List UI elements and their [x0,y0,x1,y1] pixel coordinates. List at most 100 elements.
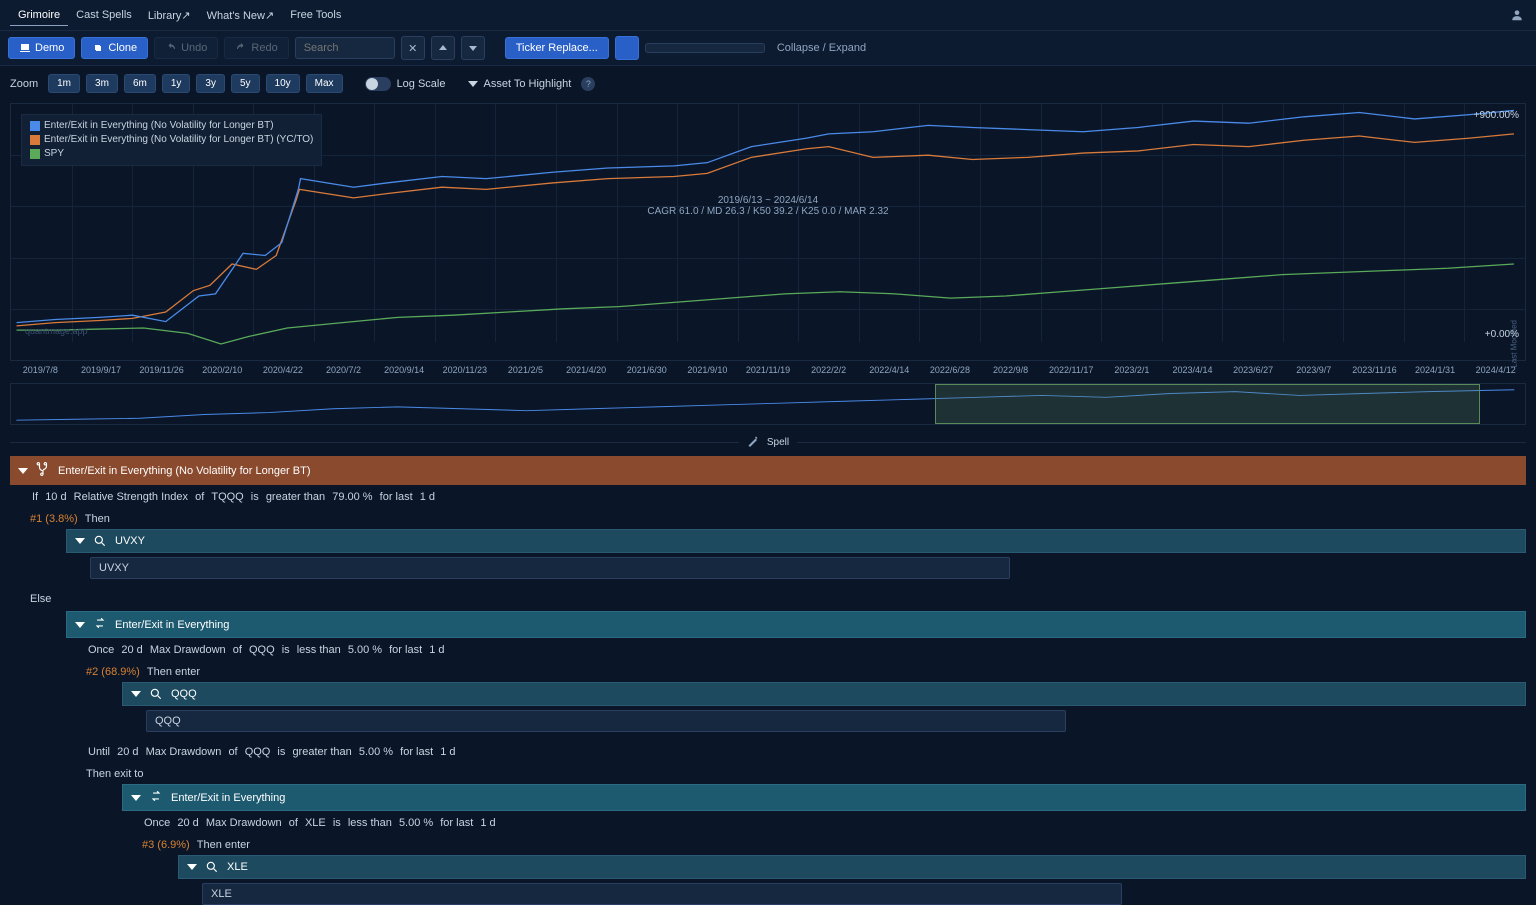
nav-library[interactable]: Library↗ [140,5,199,26]
collapse-icon[interactable] [75,622,85,628]
chart-xaxis: 2019/7/82019/9/172019/11/262020/2/102020… [10,365,1526,375]
zoom-6m[interactable]: 6m [124,74,156,93]
exit-label-text: Then exit to [86,768,143,780]
collapse-icon[interactable] [187,864,197,870]
minimap-selection[interactable] [935,384,1480,424]
collapse-icon[interactable] [131,691,141,697]
nav-free-tools[interactable]: Free Tools [282,5,349,25]
color-swatch[interactable] [615,36,639,60]
clone-label: Clone [108,42,137,54]
xaxis-tick: 2022/11/17 [1041,365,1102,375]
enter-bar-2[interactable]: Enter/Exit in Everything [122,784,1526,811]
log-scale-toggle[interactable] [365,77,391,91]
chart-legend: Enter/Exit in Everything (No Volatility … [21,114,322,166]
condition-3: Until 20 d Max Drawdown of QQQ is greate… [10,740,1526,764]
ticker-bar-qqq-label: QQQ [171,688,197,700]
search-input[interactable] [295,37,395,59]
ticker-input-qqq[interactable] [146,710,1066,732]
condition-token: TQQQ [211,491,243,503]
ticker-input-wrap-uvxy [90,557,1526,579]
collapse-icon[interactable] [75,538,85,544]
xaxis-tick: 2021/11/19 [738,365,799,375]
clone-button[interactable]: Clone [81,37,148,59]
collapse-expand-link[interactable]: Collapse / Expand [777,42,866,54]
ticker-bar-xle[interactable]: XLE [178,855,1526,879]
main-chart[interactable]: Enter/Exit in Everything (No Volatility … [10,103,1526,361]
branch-1-label: #1 (3.8%) Then [10,509,1526,529]
branch-icon [36,462,50,479]
enter-bar-1[interactable]: Enter/Exit in Everything [66,611,1526,638]
xaxis-tick: 2020/7/2 [313,365,374,375]
condition-token: less than [297,644,341,656]
spell-header[interactable]: Enter/Exit in Everything (No Volatility … [10,456,1526,485]
branch-3-tag: #3 (6.9%) [142,839,190,851]
zoom-3m[interactable]: 3m [86,74,118,93]
zoom-label: Zoom [10,78,38,90]
zoom-5y[interactable]: 5y [231,74,260,93]
search-icon[interactable] [93,534,107,548]
zoom-max[interactable]: Max [306,74,343,93]
condition-token: Once [88,644,114,656]
collapse-icon[interactable] [18,468,28,474]
condition-token: QQQ [249,644,275,656]
y-label-top: +900.00% [1474,110,1519,121]
xaxis-tick: 2021/9/10 [677,365,738,375]
condition-token: 5.00 % [359,746,393,758]
spell-title: Enter/Exit in Everything (No Volatility … [58,465,311,477]
zoom-1m[interactable]: 1m [48,74,80,93]
condition-token: 20 d [121,644,142,656]
xaxis-tick: 2022/4/14 [859,365,920,375]
zoom-1y[interactable]: 1y [162,74,191,93]
help-icon[interactable]: ? [581,77,595,91]
legend-item-1: Enter/Exit in Everything (No Volatility … [44,119,274,133]
search-icon[interactable] [205,860,219,874]
ticker-input-wrap-xle [202,883,1526,905]
search-icon[interactable] [149,687,163,701]
ticker-bar-qqq[interactable]: QQQ [122,682,1526,706]
nav-grimoire[interactable]: Grimoire [10,5,68,26]
xaxis-tick: 2022/2/2 [798,365,859,375]
condition-2: Once 20 d Max Drawdown of QQQ is less th… [10,638,1526,662]
branch-2-then: Then enter [147,666,200,678]
legend-item-2: Enter/Exit in Everything (No Volatility … [44,133,313,147]
condition-token: Until [88,746,110,758]
condition-token: Max Drawdown [206,817,282,829]
asset-highlight-dropdown-icon[interactable] [468,81,478,87]
redo-button[interactable]: Redo [224,37,288,59]
nav-cast-spells[interactable]: Cast Spells [68,5,140,25]
highlight-field[interactable] [645,43,765,53]
user-icon[interactable] [1508,6,1526,24]
condition-token: is [282,644,290,656]
ticker-bar-uvxy[interactable]: UVXY [66,529,1526,553]
condition-token: for last [380,491,413,503]
clear-search-button[interactable]: ✕ [401,36,425,60]
demo-button[interactable]: Demo [8,37,75,59]
enter-bar-1-label: Enter/Exit in Everything [115,619,229,631]
else-label: Else [10,587,1526,611]
next-result-button[interactable] [461,36,485,60]
ticker-input-xle[interactable] [202,883,1122,905]
branch-3-label: #3 (6.9%) Then enter [10,835,1526,855]
spell-body: If 10 d Relative Strength Index of TQQQ … [10,485,1526,905]
chart-minimap[interactable] [10,383,1526,425]
log-scale-label: Log Scale [397,78,446,90]
condition-token: 20 d [117,746,138,758]
nav-whats-new[interactable]: What's New↗ [199,5,283,26]
condition-token: for last [440,817,473,829]
ticker-replace-button[interactable]: Ticker Replace... [505,37,609,59]
xaxis-tick: 2021/6/30 [616,365,677,375]
xaxis-tick: 2023/9/7 [1283,365,1344,375]
asset-highlight-label: Asset To Highlight [484,78,572,90]
xaxis-tick: 2023/2/1 [1102,365,1163,375]
zoom-3y[interactable]: 3y [196,74,225,93]
condition-1: If 10 d Relative Strength Index of TQQQ … [10,485,1526,509]
condition-token: is [251,491,259,503]
ticker-input-uvxy[interactable] [90,557,1010,579]
zoom-bar: Zoom 1m 3m 6m 1y 3y 5y 10y Max Log Scale… [0,66,1536,101]
undo-button[interactable]: Undo [154,37,218,59]
branch-2-tag: #2 (68.9%) [86,666,140,678]
chart-line-green [17,264,1514,344]
zoom-10y[interactable]: 10y [266,74,300,93]
collapse-icon[interactable] [131,795,141,801]
prev-result-button[interactable] [431,36,455,60]
